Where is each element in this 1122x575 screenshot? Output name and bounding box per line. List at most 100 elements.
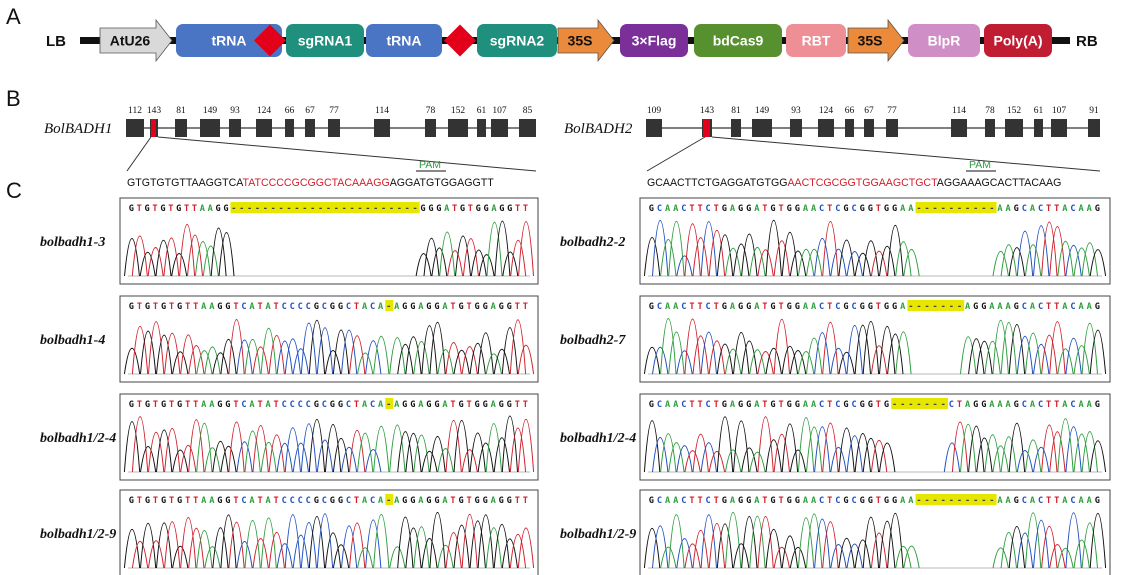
sequence-target: TATCCCCGCGGCTACAAAGG bbox=[243, 177, 390, 189]
trace-peak bbox=[1041, 424, 1058, 473]
base-call: C bbox=[1022, 302, 1027, 312]
exon-box bbox=[1088, 119, 1100, 137]
base-call: - bbox=[365, 204, 370, 214]
base-call: G bbox=[499, 204, 504, 214]
base-call: A bbox=[265, 302, 271, 312]
trace-peak bbox=[1000, 532, 1017, 569]
trace-peak bbox=[1016, 450, 1034, 473]
base-call: C bbox=[241, 302, 246, 312]
trace-peak bbox=[493, 349, 510, 375]
base-call: T bbox=[1054, 302, 1059, 312]
trace-peak bbox=[903, 249, 920, 277]
base-call: T bbox=[274, 496, 279, 506]
base-call: G bbox=[338, 496, 343, 506]
trace-peak bbox=[668, 514, 685, 569]
trace-peak bbox=[260, 327, 277, 375]
base-call: A bbox=[1062, 204, 1068, 214]
trace-peak bbox=[421, 537, 438, 569]
base-call: T bbox=[762, 496, 767, 506]
exon-size-label: 67 bbox=[305, 106, 315, 116]
trace-peak bbox=[228, 319, 245, 375]
trace-peak bbox=[797, 517, 815, 569]
base-call: - bbox=[973, 204, 978, 214]
trace-peak bbox=[188, 528, 205, 569]
base-call: - bbox=[397, 204, 402, 214]
trace-peak bbox=[806, 513, 823, 569]
trace-peak bbox=[951, 421, 969, 473]
trace-peak bbox=[708, 229, 726, 277]
exon-size-label: 78 bbox=[426, 106, 436, 116]
trace-peak bbox=[1016, 336, 1034, 375]
sequence-pre: GTGTGTGTTAAGGTCA bbox=[127, 177, 244, 189]
base-call: C bbox=[306, 496, 311, 506]
base-call: - bbox=[279, 204, 284, 214]
base-call: G bbox=[177, 400, 182, 410]
trace-peak bbox=[349, 522, 366, 569]
trace-peak bbox=[300, 423, 317, 473]
trace-peak bbox=[838, 351, 855, 375]
base-call: T bbox=[523, 204, 528, 214]
trace-peak bbox=[373, 336, 390, 375]
panel-label-a: A bbox=[6, 4, 21, 29]
base-call: A bbox=[209, 496, 215, 506]
base-call: G bbox=[795, 302, 800, 312]
base-call: T bbox=[876, 496, 881, 506]
base-call: - bbox=[357, 204, 362, 214]
base-call: A bbox=[362, 302, 368, 312]
base-call: T bbox=[779, 400, 784, 410]
base-call: C bbox=[346, 302, 351, 312]
base-call: - bbox=[386, 496, 391, 506]
base-call: T bbox=[523, 496, 528, 506]
trace-peak bbox=[431, 247, 448, 277]
trace-peak bbox=[156, 334, 173, 375]
exon-box bbox=[731, 119, 741, 137]
base-call: A bbox=[730, 302, 736, 312]
sequencing-trace: bolbadh1-4G T G T G T G T T A A G G T C A T A T C C C C G C G G C T A… bbox=[40, 295, 539, 383]
base-call: - bbox=[386, 302, 391, 312]
base-call: G bbox=[499, 302, 504, 312]
base-call: T bbox=[193, 496, 198, 506]
trace-peak bbox=[822, 321, 839, 375]
trace-peak bbox=[284, 338, 301, 375]
sample-label: bolbadh2-2 bbox=[560, 235, 625, 250]
base-call: G bbox=[330, 302, 335, 312]
base-call: T bbox=[137, 204, 142, 214]
base-call: - bbox=[892, 400, 897, 410]
exon: 124 bbox=[818, 106, 834, 137]
base-call: T bbox=[185, 302, 190, 312]
base-call: - bbox=[916, 496, 921, 506]
trace-peak bbox=[724, 247, 742, 277]
base-call: G bbox=[161, 496, 166, 506]
base-call: G bbox=[330, 400, 335, 410]
trace-peak bbox=[781, 231, 799, 277]
deletion-highlight bbox=[385, 494, 394, 505]
base-call: - bbox=[231, 204, 236, 214]
trace-peak bbox=[437, 349, 454, 375]
base-call: A bbox=[665, 204, 671, 214]
base-call: G bbox=[410, 302, 415, 312]
trace-peak bbox=[887, 333, 904, 375]
base-call: C bbox=[370, 400, 375, 410]
base-call: - bbox=[908, 400, 913, 410]
base-call: G bbox=[458, 400, 463, 410]
base-call: C bbox=[851, 400, 856, 410]
trace-peak bbox=[421, 450, 438, 473]
trace-peak bbox=[1073, 247, 1090, 277]
trace-peak bbox=[486, 222, 503, 277]
base-call: - bbox=[381, 204, 386, 214]
base-call: A bbox=[665, 302, 671, 312]
base-call: A bbox=[362, 400, 368, 410]
trace-peak bbox=[870, 532, 888, 569]
base-call: - bbox=[326, 204, 331, 214]
base-call: A bbox=[811, 496, 817, 506]
trace-peak bbox=[462, 238, 479, 277]
trace-peak bbox=[469, 342, 486, 375]
exon-box bbox=[328, 119, 340, 137]
exon-box bbox=[491, 119, 508, 137]
base-call: A bbox=[265, 400, 271, 410]
exon-box bbox=[519, 119, 536, 137]
base-call: T bbox=[192, 204, 197, 214]
element-label: 3×Flag bbox=[632, 33, 677, 49]
trace-peak bbox=[1081, 242, 1098, 277]
base-call: T bbox=[137, 302, 142, 312]
